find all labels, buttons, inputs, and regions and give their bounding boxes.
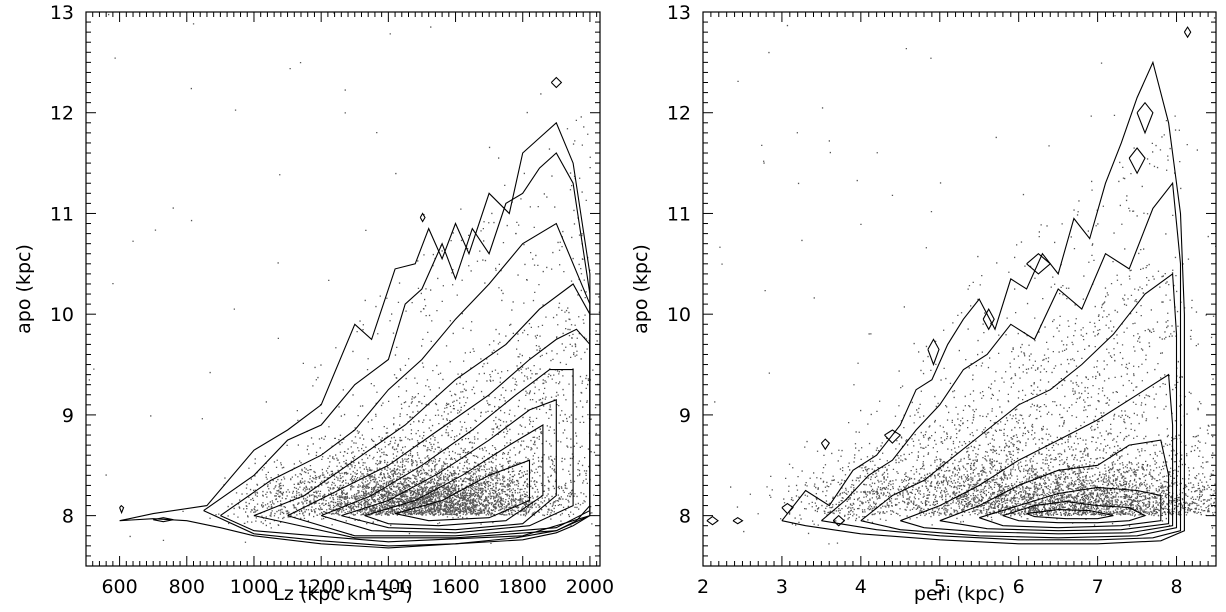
x-tick-label: 6 [1013, 576, 1025, 598]
contour-line [341, 399, 557, 531]
contour-line [1026, 509, 1114, 520]
contour-line [706, 515, 719, 526]
y-tick-label: 12 [50, 103, 74, 125]
y-tick-label: 9 [679, 405, 691, 427]
x-axis-label: peri (kpc) [914, 583, 1005, 605]
x-tick-label: 2000 [566, 576, 614, 598]
contour-line [320, 369, 574, 534]
contour-line [203, 152, 591, 547]
contour-line [900, 373, 1174, 535]
y-tick-label: 12 [667, 103, 691, 125]
x-tick-label: 5 [934, 576, 946, 598]
contour-line [1128, 147, 1146, 175]
contour-line [220, 222, 591, 543]
contour-line [939, 439, 1170, 532]
contour-line [832, 514, 846, 527]
contour-line [982, 307, 995, 331]
contour-line [732, 517, 744, 525]
contours [706, 26, 1192, 545]
contour-line [1183, 26, 1192, 39]
x-tick-label: 1000 [230, 576, 278, 598]
y-axis-label: apo (kpc) [630, 244, 652, 334]
contour-line [394, 459, 531, 522]
x-tick-label: 600 [101, 576, 137, 598]
contour-line [419, 212, 426, 223]
axis-ticks [702, 11, 1217, 567]
contour-line [860, 272, 1178, 539]
contour-line [781, 502, 794, 515]
contour-line [153, 517, 174, 523]
contour-line [927, 338, 940, 367]
x-tick-label: 2 [697, 576, 709, 598]
x-tick-label: 800 [169, 576, 205, 598]
contour-line [119, 121, 591, 549]
contour-line [979, 486, 1162, 529]
x-tick-label: 3 [776, 576, 788, 598]
contour-line [1136, 101, 1154, 135]
y-axis-label: apo (kpc) [13, 244, 35, 334]
contour-line [781, 60, 1185, 545]
y-tick-label: 10 [50, 304, 74, 326]
axis-ticks [85, 11, 600, 567]
contour-line [550, 76, 563, 89]
y-tick-label: 11 [50, 203, 74, 225]
y-tick-label: 13 [50, 2, 74, 24]
x-tick-label: 7 [1092, 576, 1104, 598]
contours [119, 76, 591, 549]
y-tick-label: 10 [667, 304, 691, 326]
contour-line [884, 429, 902, 444]
scatter-dots [714, 15, 1216, 545]
contour-line [1026, 252, 1052, 275]
panel-1: 600 800 1000 1200 1400 1600 1800 2000 8 9 10 11 12 13… [13, 2, 614, 605]
x-axis-label-superscript: -1 [392, 581, 405, 596]
x-tick-label: 4 [855, 576, 867, 598]
x-axis-label-suffix: ) [405, 583, 412, 605]
contour-line [364, 424, 544, 527]
y-tick-label: 9 [62, 405, 74, 427]
y-tick-label: 8 [679, 506, 691, 528]
plot-frame [85, 11, 601, 567]
scatter-points [714, 15, 1216, 545]
contour-line [287, 328, 591, 537]
plot-frame [702, 11, 1217, 567]
contour-line [253, 283, 591, 539]
x-tick-label: 1800 [499, 576, 547, 598]
x-tick-label: 8 [1170, 576, 1182, 598]
y-tick-label: 8 [62, 506, 74, 528]
contour-line [1002, 500, 1147, 524]
y-tick-label: 13 [667, 2, 691, 24]
x-tick-label: 1600 [431, 576, 479, 598]
y-tick-label: 11 [667, 203, 691, 225]
panel-2: 2 3 4 5 6 7 8 8 9 10 11 12 13 peri (kpc) apo (kpc) [630, 2, 1217, 605]
x-tick-label: 1400 [364, 576, 412, 598]
contour-line [821, 181, 1182, 541]
x-tick-label: 1200 [297, 576, 345, 598]
contour-line [119, 504, 125, 515]
x-axis-label: Lz (kpc km s-1) [273, 581, 412, 605]
contour-line [820, 438, 831, 451]
